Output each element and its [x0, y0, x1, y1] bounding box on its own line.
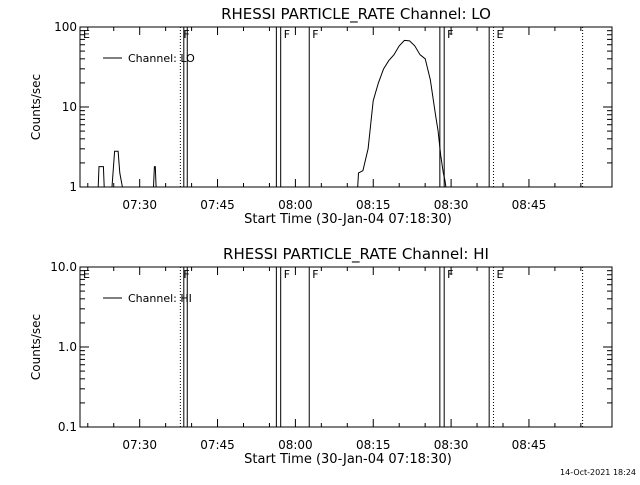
flag-label: E [83, 268, 90, 281]
x-axis-label: Start Time (30-Jan-04 07:18:30) [244, 452, 452, 467]
flag-label: F [312, 268, 318, 281]
y-axis-label: Counts/sec [29, 314, 43, 380]
flag-label: E [496, 28, 503, 41]
y-tick-label: 10.0 [50, 260, 77, 274]
chart-title: RHESSI PARTICLE_RATE Channel: LO [221, 5, 491, 24]
x-tick-label: 08:15 [356, 198, 391, 212]
x-tick-label: 08:45 [512, 438, 547, 452]
y-axis-label: Counts/sec [29, 74, 43, 140]
x-tick-label: 08:30 [434, 198, 469, 212]
legend-label: Channel: HI [128, 292, 192, 305]
flag-label: F [284, 28, 290, 41]
flag-label: F [312, 28, 318, 41]
legend-label: Channel: LO [128, 52, 195, 65]
y-tick-label: 10 [62, 100, 77, 114]
x-tick-label: 08:00 [278, 438, 313, 452]
footer-date: 14-Oct-2021 18:24 [560, 468, 636, 477]
chart-title: RHESSI PARTICLE_RATE Channel: HI [223, 245, 489, 264]
y-tick-label: 0.1 [58, 420, 77, 434]
x-tick-label: 08:45 [512, 198, 547, 212]
flag-label: F [447, 268, 453, 281]
flag-label: F [183, 28, 189, 41]
flag-label: E [83, 28, 90, 41]
plot-frame [79, 26, 613, 188]
chart-panel-lo: RHESSI PARTICLE_RATE Channel: LO Counts/s… [29, 5, 613, 227]
x-tick-label: 08:15 [356, 438, 391, 452]
flag-label: F [447, 28, 453, 41]
series-line [97, 39, 447, 188]
y-tick-label: 1.0 [58, 340, 77, 354]
plot-frame [79, 266, 613, 428]
chart-panel-hi: RHESSI PARTICLE_RATE Channel: HI Counts/s… [29, 245, 613, 467]
x-tick-label: 08:00 [278, 198, 313, 212]
x-tick-label: 08:30 [434, 438, 469, 452]
y-tick-label: 100 [54, 20, 77, 34]
x-tick-label: 07:30 [122, 438, 157, 452]
x-tick-label: 07:30 [122, 198, 157, 212]
flag-label: E [496, 268, 503, 281]
flag-label: F [284, 268, 290, 281]
x-tick-label: 07:45 [200, 198, 235, 212]
y-tick-label: 1 [69, 180, 77, 194]
flag-label: F [183, 268, 189, 281]
x-axis-label: Start Time (30-Jan-04 07:18:30) [244, 212, 452, 227]
x-tick-label: 07:45 [200, 438, 235, 452]
